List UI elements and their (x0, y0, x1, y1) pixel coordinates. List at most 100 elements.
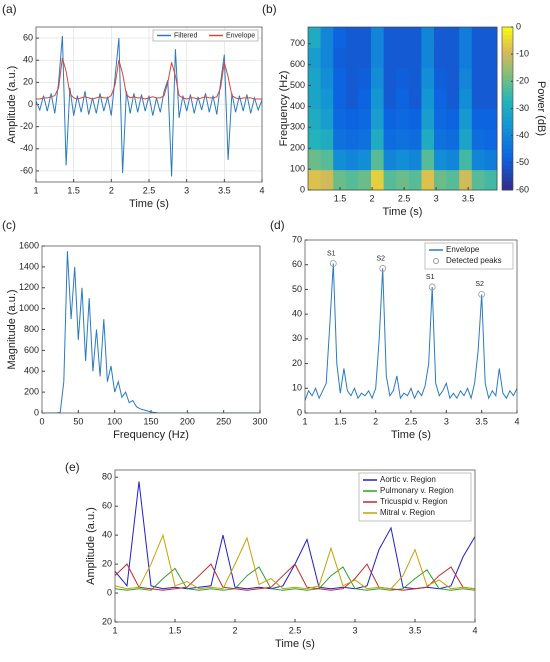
y-tick-label: 0 (28, 99, 33, 109)
colorbar-step (502, 153, 513, 158)
y-tick-label: 40 (102, 530, 112, 540)
y-tick-label: 1400 (19, 261, 39, 271)
x-tick-label: 3.5 (218, 185, 231, 195)
x-axis-label: Frequency (Hz) (113, 429, 189, 441)
heat-cell (434, 149, 448, 171)
heat-cell (408, 169, 422, 191)
colorbar-tick-label: -60 (516, 184, 529, 194)
heat-cell (396, 67, 410, 89)
colorbar-step (502, 173, 513, 179)
colorbar-step (502, 96, 513, 101)
y-axis-label: Magnitude (a.u.) (6, 289, 18, 369)
heat-cell (396, 88, 410, 109)
x-tick-label: 4 (514, 416, 519, 426)
peak-marker (428, 283, 436, 291)
x-axis-label: Time (s) (383, 206, 423, 218)
colorbar-step (502, 55, 513, 61)
plot-area (42, 251, 260, 413)
heat-cell (484, 149, 498, 171)
axes-frame (307, 26, 498, 191)
colorbar-step (502, 59, 513, 65)
y-tick-label: 30 (292, 333, 302, 343)
heat-cell (358, 27, 372, 48)
heat-cell (358, 67, 372, 89)
colorbar-step (502, 39, 513, 44)
colorbar-step (502, 157, 513, 162)
colorbar-step (502, 67, 513, 73)
heat-cell (383, 27, 397, 48)
heat-cell (333, 88, 347, 109)
y-tick-label: 80 (102, 472, 112, 482)
heat-cell (333, 47, 347, 69)
y-tick-label: 400 (290, 101, 305, 111)
colorbar-step (502, 149, 513, 154)
plot-area (115, 481, 475, 591)
heat-cell (434, 27, 448, 48)
heat-cell (484, 67, 498, 89)
y-tick-label: -60 (20, 165, 33, 175)
y-tick-label: 800 (24, 324, 39, 334)
y-tick-label: 400 (24, 366, 39, 376)
heat-cell (484, 47, 498, 69)
legend-label: Envelope (226, 32, 255, 39)
y-tick-label: 200 (290, 143, 305, 153)
colorbar-step (502, 75, 513, 81)
heat-cell (308, 27, 322, 48)
colorbar-step (502, 141, 513, 146)
heat-cell (333, 169, 347, 191)
heat-cell (308, 88, 322, 109)
x-axis-label: Time (s) (275, 638, 315, 650)
colorbar-step (502, 128, 513, 134)
legend-box (424, 242, 514, 270)
heat-cell (333, 27, 347, 48)
y-tick-label: 1600 (19, 240, 39, 250)
colorbar-step (502, 100, 513, 105)
colorbar-step (502, 108, 513, 114)
heat-cell (471, 169, 485, 191)
heat-cell (345, 149, 359, 171)
heat-cell (484, 88, 498, 109)
colorbar-step (502, 47, 513, 52)
heat-cell (333, 128, 347, 150)
heat-cell (421, 108, 435, 130)
x-tick-label: 0 (39, 416, 44, 426)
y-tick-label: -40 (20, 143, 33, 153)
y-tick-label: -20 (20, 121, 33, 131)
heat-cell (396, 169, 410, 191)
heat-cell (446, 128, 460, 150)
plot-area (305, 263, 517, 401)
series-line (36, 35, 262, 177)
heat-cell (421, 67, 435, 89)
heat-cell (308, 169, 322, 191)
heat-cell (421, 27, 435, 48)
heat-cell (383, 169, 397, 191)
legend-label: Filtered (174, 32, 197, 39)
heat-cell (358, 108, 372, 130)
heat-cell (446, 27, 460, 48)
axes-frame (304, 239, 518, 414)
heat-cell (358, 128, 372, 150)
y-tick-label: 0 (297, 407, 302, 417)
y-tick-label: 20 (23, 77, 33, 87)
y-tick-label: 60 (292, 259, 302, 269)
heat-cell (371, 108, 385, 130)
colorbar-step (502, 145, 513, 150)
panel-label: (c) (2, 218, 16, 232)
y-tick-label: 0 (300, 184, 305, 194)
x-tick-label: 1.5 (334, 416, 347, 426)
x-tick-label: 3.5 (475, 416, 488, 426)
heat-cell (358, 47, 372, 69)
heat-cell (459, 108, 473, 130)
colorbar-tick-label: -20 (516, 76, 529, 86)
peak-marker (379, 265, 387, 272)
heat-cell (383, 67, 397, 89)
y-axis-label: Frequency (Hz) (278, 71, 290, 147)
heat-cell (308, 47, 322, 69)
heat-cell (396, 108, 410, 130)
x-axis-label: Time (s) (129, 198, 169, 210)
series-line (115, 533, 475, 590)
x-tick-label: 300 (252, 416, 267, 426)
x-tick-label: 1 (302, 416, 307, 426)
legend-label: Mitral v. Region (380, 508, 435, 517)
heat-cell (371, 169, 385, 191)
